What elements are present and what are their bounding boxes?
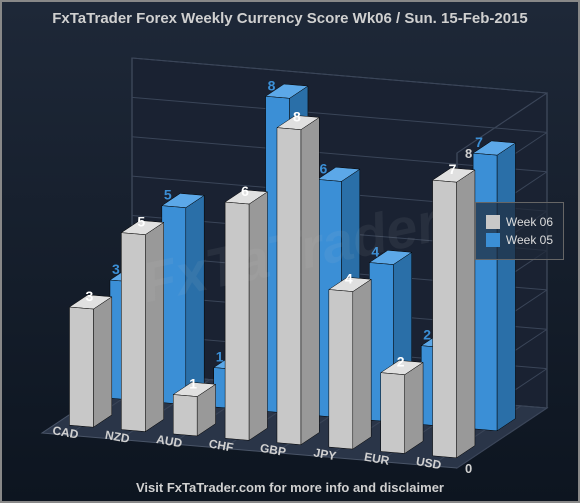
svg-text:5: 5 <box>164 187 172 203</box>
svg-text:7: 7 <box>449 161 457 177</box>
legend-item: Week 05 <box>486 233 553 247</box>
svg-text:3: 3 <box>86 288 94 304</box>
svg-text:NZD: NZD <box>104 428 131 446</box>
legend-item: Week 06 <box>486 215 553 229</box>
svg-text:8: 8 <box>465 146 472 161</box>
svg-text:0: 0 <box>465 461 472 473</box>
svg-text:2: 2 <box>397 354 405 370</box>
svg-text:8: 8 <box>293 109 301 125</box>
svg-text:1: 1 <box>189 376 197 392</box>
svg-text:4: 4 <box>371 244 379 260</box>
svg-text:2: 2 <box>423 327 431 343</box>
svg-text:6: 6 <box>241 183 249 199</box>
svg-text:CHF: CHF <box>208 437 235 455</box>
svg-text:4: 4 <box>345 271 353 287</box>
svg-text:JPY: JPY <box>312 445 337 463</box>
svg-text:6: 6 <box>320 160 328 176</box>
legend-swatch-week05 <box>486 233 500 247</box>
chart-title: FxTaTrader Forex Weekly Currency Score W… <box>2 2 578 31</box>
legend-swatch-week06 <box>486 215 500 229</box>
legend: Week 06 Week 05 <box>475 202 564 260</box>
legend-label: Week 05 <box>506 233 553 247</box>
svg-text:7: 7 <box>475 134 483 150</box>
svg-text:1: 1 <box>216 349 224 365</box>
chart-container: FxTaTrader Forex Weekly Currency Score W… <box>0 0 580 503</box>
chart-footer: Visit FxTaTrader.com for more info and d… <box>2 480 578 495</box>
svg-text:8: 8 <box>268 77 276 93</box>
svg-text:5: 5 <box>137 214 145 230</box>
svg-text:EUR: EUR <box>363 450 391 468</box>
svg-text:3: 3 <box>112 261 120 277</box>
legend-label: Week 06 <box>506 215 553 229</box>
svg-text:USD: USD <box>415 454 443 472</box>
